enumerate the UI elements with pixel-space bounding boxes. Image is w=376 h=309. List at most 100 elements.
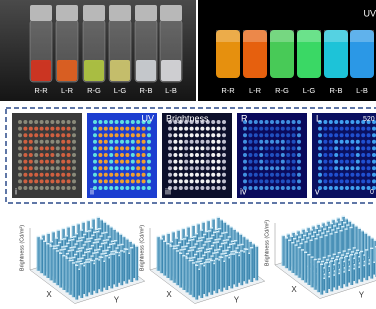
bar-top [90, 260, 93, 261]
vial-cap [135, 5, 157, 21]
dot [56, 166, 60, 170]
bar-top [79, 250, 82, 251]
dot [104, 140, 108, 144]
bar-top [103, 240, 106, 241]
bar-top [205, 231, 208, 232]
dot [254, 179, 258, 183]
dot [34, 186, 38, 190]
bar-top [92, 252, 95, 253]
dot [168, 146, 172, 150]
bar-top [310, 229, 313, 230]
bar-top [104, 253, 107, 254]
dot [297, 120, 301, 124]
bar-top [110, 253, 113, 254]
dot [67, 153, 71, 157]
bar-top [318, 258, 321, 259]
dot [195, 140, 199, 144]
bar-top [99, 235, 102, 236]
bar-top [282, 235, 285, 236]
dot [259, 140, 263, 144]
dot [179, 179, 183, 183]
bar-top [216, 241, 219, 242]
bar-top [100, 253, 103, 254]
dot [286, 127, 290, 131]
dot [93, 133, 97, 137]
dot [98, 179, 102, 183]
scale-min: 0 [370, 189, 374, 196]
vial-cap [109, 5, 131, 21]
bar-top [78, 248, 81, 249]
bar-top [326, 259, 329, 260]
bar-top [348, 249, 351, 250]
vial-label: R-B [330, 86, 343, 95]
bar-top [306, 237, 309, 238]
bar-top [197, 258, 200, 259]
dot [195, 160, 199, 164]
bar-top [340, 257, 343, 258]
dot [29, 186, 33, 190]
dot [323, 166, 327, 170]
dot [323, 186, 327, 190]
bar-top [65, 257, 68, 258]
bar-3d [173, 249, 176, 283]
bar-top [343, 250, 346, 251]
uv-title: UV [363, 8, 376, 18]
figure: UV R-RL-RR-GL-GR-BL-BR-RL-RR-GL-GR-BL-Bi… [0, 0, 376, 309]
dot [217, 146, 221, 150]
dot [248, 179, 252, 183]
dot [334, 140, 338, 144]
bar-top [77, 258, 80, 259]
dot [356, 133, 360, 137]
bar-top [235, 252, 238, 253]
vial-glow-top [243, 30, 267, 42]
dot [340, 166, 344, 170]
bar-3d [182, 256, 185, 290]
dot [50, 140, 54, 144]
dot [184, 127, 188, 131]
bar-top [104, 242, 107, 243]
bar-3d [220, 258, 223, 292]
bar-top [87, 251, 90, 252]
bar-3d [301, 250, 304, 280]
panel-label: L [316, 113, 321, 123]
dot [173, 140, 177, 144]
bar-top [87, 220, 90, 221]
bar-top [288, 240, 291, 241]
bar-top [170, 241, 173, 242]
bar-top [291, 242, 294, 243]
dot [281, 133, 285, 137]
bar-top [198, 237, 201, 238]
bar-top [312, 225, 315, 226]
dot [292, 146, 296, 150]
bar-top [211, 245, 214, 246]
bar-top [313, 232, 316, 233]
bar-top [202, 221, 205, 222]
dot [136, 186, 140, 190]
bar-top [59, 249, 62, 250]
bar-top [199, 250, 202, 251]
dot [281, 186, 285, 190]
dot [200, 160, 204, 164]
dot [275, 140, 279, 144]
dot [329, 146, 333, 150]
dot [275, 153, 279, 157]
dot [217, 166, 221, 170]
dot [367, 160, 371, 164]
bar-top [63, 249, 66, 250]
bar-top [163, 241, 166, 242]
bar-top [224, 232, 227, 233]
dot [270, 153, 274, 157]
bar-top [325, 224, 328, 225]
bar-top [209, 248, 212, 249]
bar-top [329, 233, 332, 234]
bar-top [236, 231, 239, 232]
dot [372, 166, 376, 170]
bar-top [84, 241, 87, 242]
dot [340, 153, 344, 157]
dot [72, 146, 76, 150]
dot [173, 160, 177, 164]
panel-numeral: iv [240, 186, 247, 196]
dot [56, 173, 60, 177]
bar-3d [40, 239, 43, 273]
bar-top [58, 242, 61, 243]
